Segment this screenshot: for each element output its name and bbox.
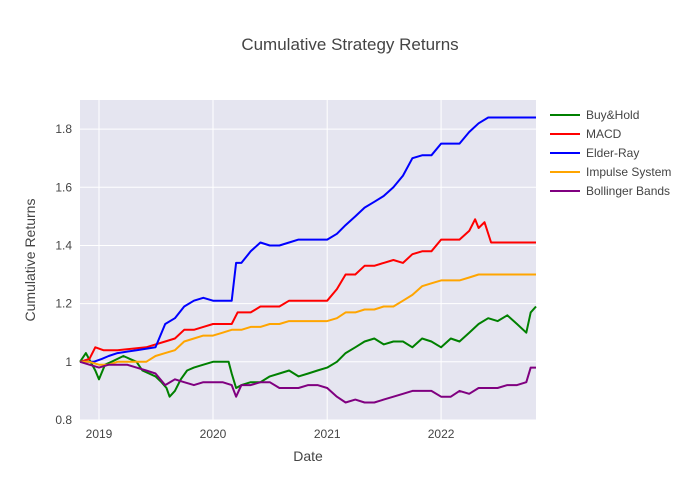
- y-tick-label: 0.8: [55, 413, 72, 427]
- legend-label: Buy&Hold: [586, 108, 639, 122]
- legend-label: Elder-Ray: [586, 146, 639, 160]
- x-tick-label: 2020: [200, 427, 227, 441]
- legend-label: Impulse System: [586, 165, 671, 179]
- legend-label: MACD: [586, 127, 622, 141]
- y-tick-label: 1.4: [55, 239, 72, 253]
- legend-item-buy-hold[interactable]: Buy&Hold: [550, 108, 639, 122]
- y-tick-label: 1.2: [55, 297, 72, 311]
- y-tick-label: 1.6: [55, 180, 72, 194]
- series-line-elder-ray[interactable]: [80, 116, 536, 363]
- chart-title: Cumulative Strategy Returns: [241, 35, 458, 54]
- legend-item-elder-ray[interactable]: Elder-Ray: [550, 146, 639, 160]
- series-layer: [79, 116, 537, 404]
- legend-item-macd[interactable]: MACD: [550, 127, 622, 141]
- y-axis-title: Cumulative Returns: [22, 199, 38, 322]
- x-tick-label: 2022: [428, 427, 455, 441]
- legend-item-impulse-system[interactable]: Impulse System: [550, 165, 671, 179]
- legend[interactable]: Buy&Hold MACD Elder-Ray Impulse System Bolli…: [550, 108, 671, 198]
- y-tick-label: 1.8: [55, 122, 72, 136]
- x-axis-title: Date: [293, 448, 323, 464]
- x-tick-label: 2021: [314, 427, 341, 441]
- tick-layer: 0.8 1 1.2 1.4 1.6 1.8 2019 2020 2021 2022: [55, 122, 454, 441]
- legend-label: Bollinger Bands: [586, 184, 670, 198]
- plot-area: [80, 100, 536, 420]
- y-tick-label: 1: [65, 355, 72, 369]
- legend-item-bollinger-bands[interactable]: Bollinger Bands: [550, 184, 670, 198]
- x-tick-label: 2019: [86, 427, 113, 441]
- series-line-impulse-system[interactable]: [80, 273, 536, 366]
- series-line-macd[interactable]: [79, 218, 536, 363]
- series-line-bollinger-bands[interactable]: [79, 360, 536, 404]
